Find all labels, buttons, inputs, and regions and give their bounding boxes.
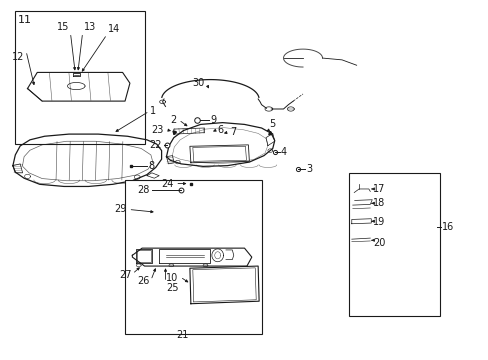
Text: 22: 22 [149, 140, 161, 150]
Text: 28: 28 [137, 185, 149, 195]
Text: 24: 24 [161, 179, 173, 189]
Text: 11: 11 [18, 15, 32, 25]
Text: 19: 19 [372, 217, 385, 227]
Text: 6: 6 [217, 125, 224, 135]
Text: 15: 15 [57, 22, 69, 32]
Text: 29: 29 [114, 204, 126, 215]
Text: 1: 1 [150, 106, 156, 116]
Text: 2: 2 [170, 115, 176, 125]
Text: 12: 12 [12, 51, 24, 62]
Text: 8: 8 [148, 161, 154, 171]
Text: 25: 25 [166, 283, 179, 293]
Text: 10: 10 [166, 273, 178, 283]
Bar [125, 180, 261, 334]
Bar [15, 12, 144, 144]
Text: 21: 21 [176, 330, 188, 340]
Text: 14: 14 [108, 24, 120, 34]
Text: 3: 3 [305, 164, 311, 174]
Text: 16: 16 [441, 222, 453, 231]
Text: 4: 4 [280, 147, 285, 157]
Text: 18: 18 [372, 198, 385, 208]
Bar [348, 173, 439, 316]
Text: 5: 5 [268, 120, 275, 130]
Text: 13: 13 [83, 22, 96, 32]
Text: 30: 30 [192, 78, 204, 88]
Text: 23: 23 [151, 125, 163, 135]
Text: 7: 7 [229, 127, 236, 137]
Text: 9: 9 [210, 115, 216, 125]
Text: 26: 26 [137, 276, 150, 286]
Text: 20: 20 [372, 238, 385, 248]
Text: 17: 17 [372, 184, 385, 194]
Text: 27: 27 [119, 270, 131, 280]
